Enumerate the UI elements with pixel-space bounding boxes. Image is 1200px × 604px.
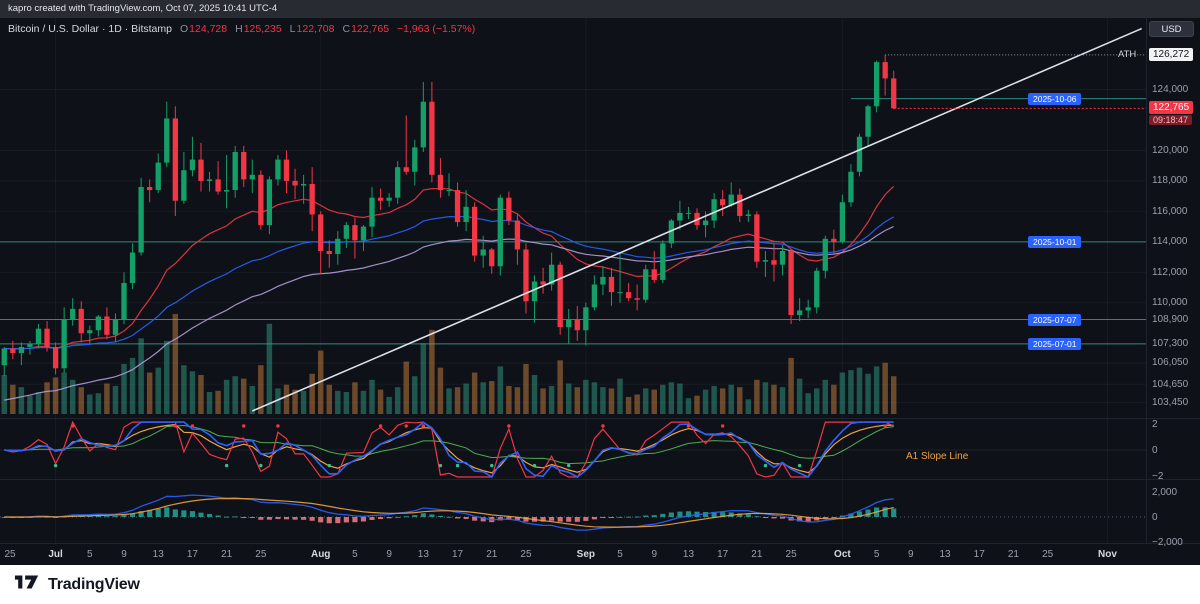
chart-overlays: 124,000 120,000 118,000 116,000 114,000 112,0… <box>4 47 1194 560</box>
price-tick-label: 110,000 <box>1152 297 1188 309</box>
ath-label: ATH <box>1118 48 1137 60</box>
price-tick-label: 108,900 <box>1152 314 1189 326</box>
level-badge-2025-07-01[interactable]: 2025-07-01 <box>1028 337 1082 350</box>
time-tick-label: 9 <box>386 549 392 560</box>
time-tick-label: 13 <box>152 549 164 560</box>
price-tick-label: 112,000 <box>1152 266 1188 278</box>
time-tick-label: 9 <box>908 549 914 560</box>
level-badge-2025-10-01[interactable]: 2025-10-01 <box>1028 235 1082 248</box>
candles-layer <box>1 54 897 376</box>
price-tick-label: 104,650 <box>1152 378 1189 390</box>
brand-wordmark[interactable]: TradingView <box>48 575 140 593</box>
panel1-tick-label: 0 <box>1152 444 1158 456</box>
price-tick-label: 124,000 <box>1152 84 1189 95</box>
last-price-badge: 122,765 <box>1149 101 1194 115</box>
time-tick-label: Jul <box>48 549 63 560</box>
panel1-layer <box>0 420 1146 479</box>
ma-line-45 <box>4 215 894 350</box>
time-tick-label: 5 <box>352 549 358 560</box>
trendline <box>251 27 1143 412</box>
panel2-tick-label: 0 <box>1152 511 1158 523</box>
time-tick-label: 17 <box>973 549 985 560</box>
countdown-badge: 09:18:47 <box>1149 115 1193 126</box>
level-badge-2025-07-07[interactable]: 2025-07-07 <box>1028 313 1082 326</box>
time-tick-label: 21 <box>486 549 498 560</box>
time-tick-label: 25 <box>1042 549 1054 560</box>
ma-line-60 <box>4 225 894 401</box>
volume-layer <box>1 314 897 414</box>
price-tick-label: 107,300 <box>1152 338 1189 350</box>
panel2-layer <box>0 494 1146 531</box>
time-tick-label: 13 <box>417 549 429 560</box>
time-tick-label: 21 <box>1007 549 1019 560</box>
time-tick-label: 25 <box>785 549 797 560</box>
time-tick-label: Nov <box>1098 549 1117 560</box>
time-tick-label: Aug <box>310 549 331 560</box>
ath-price-badge: 126,272 <box>1149 47 1194 61</box>
price-tick-label: 120,000 <box>1152 144 1189 156</box>
time-tick-label: Oct <box>834 549 851 560</box>
indicator1-name-label[interactable]: A1 Slope Line <box>906 451 969 462</box>
time-tick-label: 5 <box>873 549 880 560</box>
price-tick-label: 106,050 <box>1152 357 1189 369</box>
time-tick-label: 17 <box>451 549 464 560</box>
price-tick-label: 103,450 <box>1152 397 1189 409</box>
panel1-tick-label: 2 <box>1152 418 1158 430</box>
time-tick-label: 25 <box>255 549 267 560</box>
panel2-tick-label: −2,000 <box>1152 536 1183 548</box>
time-tick-label: 13 <box>939 549 951 560</box>
price-tick-label: 114,000 <box>1152 236 1188 248</box>
time-tick-label: 5 <box>87 549 93 560</box>
ohlc-low: L 122,708 <box>289 23 335 35</box>
time-tick-label: Sep <box>576 549 595 560</box>
chart-canvas[interactable] <box>0 0 1200 565</box>
time-tick-label: 9 <box>651 549 658 560</box>
panel1-tick-label: −2 <box>1152 470 1164 482</box>
price-tick-label: 116,000 <box>1152 205 1188 217</box>
time-tick-label: 17 <box>186 549 198 560</box>
time-tick-label: 25 <box>4 549 16 560</box>
currency-button[interactable]: USD <box>1149 21 1194 37</box>
time-tick-label: 17 <box>717 549 729 560</box>
time-tick-label: 21 <box>751 549 763 560</box>
topbar-caption: kapro created with TradingView.com, Oct … <box>0 0 1200 18</box>
level-lines <box>0 98 1146 345</box>
time-tick-label: 21 <box>221 549 233 560</box>
symbol-title[interactable]: Bitcoin / U.S. Dollar · 1D · Bitstamp <box>8 23 172 35</box>
level-badge-2025-10-06[interactable]: 2025-10-06 <box>1028 92 1082 105</box>
panel2-tick-label: 2,000 <box>1152 486 1178 498</box>
time-tick-label: 13 <box>682 549 695 560</box>
tradingview-logo-icon[interactable] <box>14 572 40 597</box>
change-value: −1,963 (−1.57%) <box>397 23 476 35</box>
ohlc-open: O 124,728 <box>179 23 228 35</box>
footer: TradingView <box>0 565 1200 604</box>
ohlc-high: H 125,235 <box>235 23 282 35</box>
time-tick-label: 5 <box>617 549 623 560</box>
price-tick-label: 118,000 <box>1152 175 1188 187</box>
time-tick-label: 9 <box>121 549 127 560</box>
time-tick-label: 25 <box>520 549 532 560</box>
ohlc-close: C 122,765 <box>342 23 390 35</box>
